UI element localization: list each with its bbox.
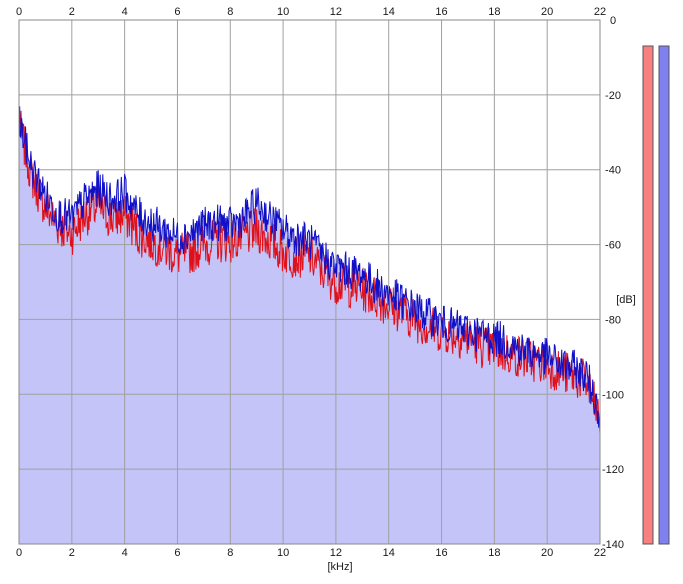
x-tick-label-bottom: 16 (435, 547, 447, 559)
y-tick-labels: 0 -20 -40 -60 -80 -100 -120 -140 (602, 15, 624, 551)
y-tick-label: -60 (605, 240, 621, 252)
x-tick-label-top: 2 (69, 6, 75, 18)
x-tick-label-bottom: 4 (122, 547, 128, 559)
x-tick-label-top: 16 (435, 6, 447, 18)
y-tick-label: -20 (605, 90, 621, 102)
x-tick-label-top: 6 (174, 6, 180, 18)
grid-lines (18, 19, 601, 545)
x-tick-label-top: 12 (330, 6, 342, 18)
spectrum-fill-area (19, 106, 600, 545)
x-tick-label-bottom: 22 (594, 547, 606, 559)
x-tick-label-bottom: 12 (330, 547, 342, 559)
y-tick-label: 0 (610, 15, 616, 27)
y-tick-label: -80 (605, 314, 621, 326)
x-tick-label-top: 4 (122, 6, 128, 18)
series-line-right-channel (18, 106, 601, 428)
x-tick-label-bottom: 18 (488, 547, 500, 559)
x-tick-label-top: 18 (488, 6, 500, 18)
x-tick-label-top: 14 (383, 6, 395, 18)
x-tick-label-bottom: 6 (174, 547, 180, 559)
y-axis-label: [dB] (616, 294, 636, 306)
x-tick-label-top: 0 (16, 6, 22, 18)
x-tick-label-bottom: 20 (541, 547, 553, 559)
y-tick-label: -120 (602, 464, 624, 476)
x-tick-labels-bottom: 0 2 4 6 8 10 12 14 16 18 20 22 (16, 547, 606, 559)
x-axis-label: [kHz] (327, 561, 352, 573)
x-tick-label-bottom: 0 (16, 547, 22, 559)
y-tick-label: -40 (605, 165, 621, 177)
level-meter-right (658, 45, 670, 545)
x-tick-label-top: 10 (277, 6, 289, 18)
x-tick-label-top: 20 (541, 6, 553, 18)
y-tick-label: -140 (602, 539, 624, 551)
x-tick-label-bottom: 2 (69, 547, 75, 559)
x-tick-labels-top: 0 2 4 6 8 10 12 14 16 18 20 22 (16, 6, 606, 18)
x-tick-label-top: 22 (594, 6, 606, 18)
plot-frame (18, 19, 601, 545)
x-tick-label-bottom: 14 (383, 547, 395, 559)
x-tick-label-bottom: 8 (227, 547, 233, 559)
y-tick-label: -100 (602, 389, 624, 401)
level-meter-left (642, 45, 654, 545)
x-tick-label-top: 8 (227, 6, 233, 18)
x-tick-label-bottom: 10 (277, 547, 289, 559)
